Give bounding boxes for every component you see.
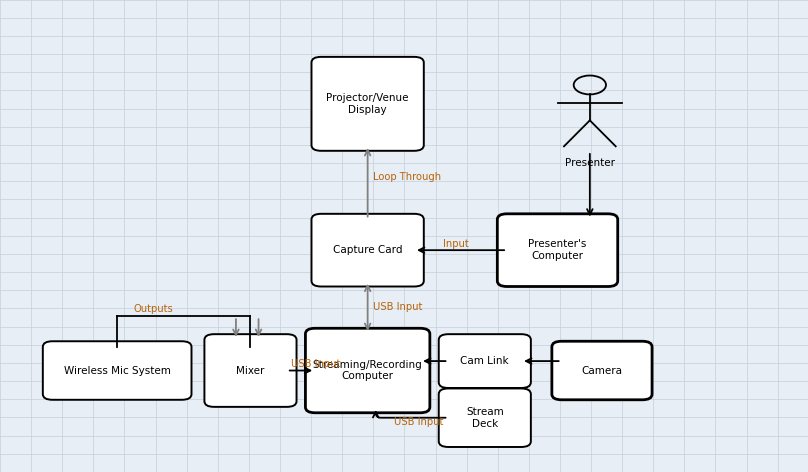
Text: Cam Link: Cam Link	[461, 356, 509, 366]
FancyBboxPatch shape	[497, 214, 618, 287]
Text: Loop Through: Loop Through	[373, 172, 441, 182]
Text: USB Input: USB Input	[394, 417, 444, 427]
Text: Input: Input	[443, 239, 469, 249]
Text: Camera: Camera	[582, 365, 622, 376]
FancyBboxPatch shape	[311, 57, 423, 151]
Text: Projector/Venue
Display: Projector/Venue Display	[326, 93, 409, 115]
FancyBboxPatch shape	[311, 214, 423, 287]
Text: Mixer: Mixer	[236, 365, 265, 376]
FancyBboxPatch shape	[43, 341, 191, 400]
Text: USB Input: USB Input	[291, 359, 340, 369]
FancyBboxPatch shape	[204, 334, 297, 407]
FancyBboxPatch shape	[439, 388, 531, 447]
Text: USB Input: USB Input	[373, 302, 423, 312]
FancyBboxPatch shape	[439, 334, 531, 388]
Text: Outputs: Outputs	[133, 304, 173, 314]
Text: Stream
Deck: Stream Deck	[466, 407, 503, 429]
Text: Capture Card: Capture Card	[333, 245, 402, 255]
FancyBboxPatch shape	[305, 329, 430, 413]
Text: Presenter's
Computer: Presenter's Computer	[528, 239, 587, 261]
Text: Streaming/Recording
Computer: Streaming/Recording Computer	[313, 360, 423, 381]
Text: Wireless Mic System: Wireless Mic System	[64, 365, 170, 376]
Text: Presenter: Presenter	[565, 158, 615, 168]
FancyBboxPatch shape	[552, 341, 652, 400]
